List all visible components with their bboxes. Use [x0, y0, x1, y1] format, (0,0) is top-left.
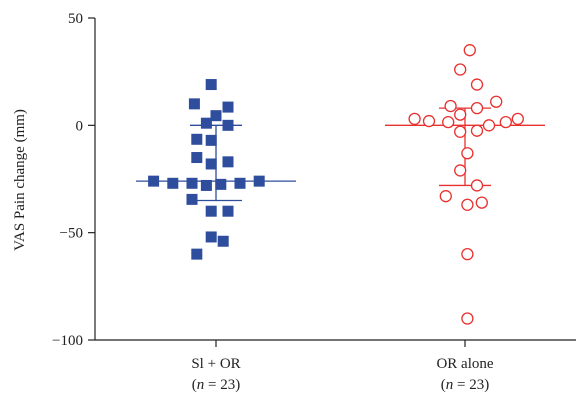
data-point [167, 177, 179, 189]
data-point [191, 152, 203, 164]
series-1 [385, 44, 545, 325]
y-tick-label: −50 [60, 226, 83, 242]
data-point [210, 110, 222, 122]
data-point [148, 175, 160, 187]
data-point [191, 133, 203, 145]
data-point [454, 108, 467, 121]
data-point [205, 231, 217, 243]
data-point [222, 119, 234, 131]
data-point [186, 193, 198, 205]
data-point [222, 101, 234, 113]
data-point [454, 125, 467, 138]
data-point [234, 177, 246, 189]
data-point [470, 124, 484, 137]
data-point [444, 99, 457, 113]
data-point [490, 95, 503, 108]
category-label: OR alone [436, 356, 493, 372]
data-point [454, 164, 467, 177]
y-tick-label: 0 [76, 118, 84, 134]
data-point [217, 235, 229, 247]
data-point [470, 179, 484, 192]
data-point [499, 115, 512, 129]
y-tick-label: 50 [68, 11, 83, 27]
data-point [188, 98, 200, 110]
category-label: Sl + OR [191, 356, 240, 372]
data-marks [136, 44, 545, 325]
data-point [205, 205, 217, 217]
data-point [470, 78, 484, 91]
data-point [461, 247, 474, 261]
data-point [222, 156, 234, 168]
data-point [191, 248, 203, 260]
series-0 [136, 79, 296, 260]
data-point [186, 177, 198, 189]
y-axis-label: VAS Pain change (mm) [12, 109, 28, 251]
data-point [200, 179, 212, 191]
data-point [222, 205, 234, 217]
category-n-label: (n = 23) [441, 377, 489, 393]
data-point [461, 147, 474, 160]
data-point [470, 102, 484, 115]
data-point [475, 196, 488, 209]
data-point [253, 175, 265, 187]
data-point [200, 117, 212, 129]
data-point [463, 44, 476, 57]
data-point [422, 114, 436, 128]
data-point [408, 112, 421, 126]
y-tick-label: −100 [52, 333, 83, 349]
data-point [482, 119, 496, 132]
category-n-label: (n = 23) [192, 377, 240, 393]
data-point [215, 178, 227, 190]
data-point [205, 134, 217, 146]
data-point [205, 158, 217, 170]
data-point [511, 112, 524, 126]
data-point [442, 115, 455, 129]
axes: 50 0 −50 −100 Sl + OR (n = 23) OR alone (n = 23… [52, 11, 576, 393]
data-point [205, 79, 217, 91]
data-point [454, 63, 467, 76]
data-point [461, 198, 474, 211]
data-point [439, 190, 452, 203]
data-point [461, 312, 474, 325]
